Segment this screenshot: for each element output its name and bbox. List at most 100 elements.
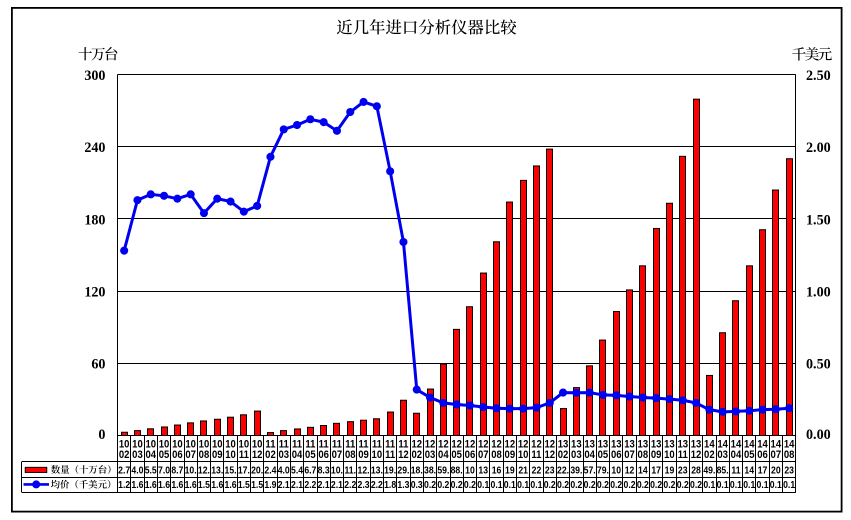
svg-text:1.00: 1.00: [806, 284, 831, 301]
svg-text:0.2: 0.2: [570, 479, 582, 491]
svg-text:0.1: 0.1: [783, 479, 795, 491]
svg-text:0.50: 0.50: [806, 356, 831, 373]
svg-text:13: 13: [598, 439, 609, 451]
svg-text:13: 13: [677, 439, 688, 451]
svg-text:10: 10: [212, 439, 223, 451]
svg-text:6.7: 6.7: [304, 465, 316, 477]
svg-text:03: 03: [717, 449, 728, 461]
svg-text:13.: 13.: [371, 465, 383, 477]
svg-text:14: 14: [731, 439, 742, 451]
svg-text:06: 06: [611, 449, 622, 461]
svg-text:0.1: 0.1: [703, 479, 715, 491]
svg-text:2.2: 2.2: [371, 479, 383, 491]
svg-text:14: 14: [638, 465, 648, 477]
svg-text:0.1: 0.1: [757, 479, 769, 491]
svg-text:11: 11: [292, 439, 302, 451]
svg-text:12: 12: [491, 439, 502, 451]
svg-text:0.2: 0.2: [677, 479, 689, 491]
svg-text:20: 20: [771, 465, 781, 477]
svg-text:12: 12: [691, 449, 702, 461]
svg-text:08: 08: [199, 449, 210, 461]
svg-text:05: 05: [598, 449, 609, 461]
svg-text:14: 14: [744, 439, 755, 451]
svg-text:08: 08: [784, 449, 795, 461]
svg-text:10: 10: [225, 449, 236, 461]
svg-text:08: 08: [491, 449, 502, 461]
svg-text:29.: 29.: [397, 465, 409, 477]
svg-text:4.0: 4.0: [278, 465, 290, 477]
svg-text:05: 05: [305, 449, 316, 461]
svg-text:11: 11: [531, 449, 541, 461]
svg-text:22: 22: [532, 465, 542, 477]
svg-text:12.: 12.: [198, 465, 210, 477]
svg-text:38.: 38.: [424, 465, 436, 477]
svg-text:1.6: 1.6: [131, 479, 143, 491]
svg-text:13: 13: [664, 439, 675, 451]
svg-text:11: 11: [678, 449, 688, 461]
svg-text:13: 13: [558, 439, 569, 451]
svg-text:09: 09: [358, 449, 369, 461]
svg-text:12: 12: [465, 439, 476, 451]
svg-text:1.5: 1.5: [251, 479, 263, 491]
svg-text:180: 180: [84, 212, 105, 229]
svg-text:23: 23: [784, 465, 794, 477]
svg-text:10: 10: [372, 449, 383, 461]
svg-text:10: 10: [225, 439, 236, 451]
svg-text:13.: 13.: [211, 465, 223, 477]
svg-text:39.: 39.: [570, 465, 582, 477]
svg-text:08: 08: [638, 449, 649, 461]
svg-text:12: 12: [544, 449, 555, 461]
svg-text:03: 03: [571, 449, 582, 461]
svg-text:12: 12: [544, 439, 555, 451]
svg-text:300: 300: [84, 67, 105, 84]
svg-text:12: 12: [505, 439, 516, 451]
svg-text:2.2: 2.2: [344, 479, 356, 491]
svg-text:0.1: 0.1: [743, 479, 755, 491]
svg-text:1.6: 1.6: [225, 479, 237, 491]
svg-text:04: 04: [292, 449, 303, 461]
svg-text:07: 07: [478, 449, 489, 461]
svg-text:11: 11: [359, 439, 369, 451]
svg-text:12: 12: [398, 449, 409, 461]
svg-text:0.1: 0.1: [477, 479, 489, 491]
svg-text:11: 11: [239, 449, 249, 461]
svg-text:06: 06: [465, 449, 476, 461]
svg-text:10: 10: [145, 439, 156, 451]
svg-text:11: 11: [731, 465, 740, 477]
svg-text:11: 11: [345, 439, 355, 451]
svg-text:4.0: 4.0: [131, 465, 143, 477]
svg-text:02: 02: [558, 449, 569, 461]
svg-text:06: 06: [318, 449, 329, 461]
svg-text:1.5: 1.5: [238, 479, 250, 491]
svg-text:18.: 18.: [411, 465, 423, 477]
svg-text:05: 05: [159, 449, 170, 461]
svg-text:1.6: 1.6: [158, 479, 170, 491]
svg-text:12: 12: [625, 465, 635, 477]
svg-text:2.1: 2.1: [278, 479, 290, 491]
svg-text:03: 03: [278, 449, 289, 461]
svg-text:07: 07: [185, 449, 196, 461]
svg-text:11: 11: [319, 439, 329, 451]
svg-text:13: 13: [624, 439, 635, 451]
svg-text:19.: 19.: [384, 465, 396, 477]
svg-text:10: 10: [172, 439, 183, 451]
svg-text:0.2: 0.2: [650, 479, 662, 491]
svg-text:09: 09: [651, 449, 662, 461]
svg-text:1.6: 1.6: [171, 479, 183, 491]
svg-text:13: 13: [651, 439, 662, 451]
svg-text:11.: 11.: [344, 465, 356, 477]
svg-text:57.: 57.: [584, 465, 596, 477]
svg-text:12: 12: [425, 439, 436, 451]
svg-text:11: 11: [265, 439, 275, 451]
svg-text:120: 120: [84, 284, 105, 301]
svg-text:06: 06: [757, 449, 768, 461]
svg-text:10: 10: [199, 439, 210, 451]
svg-text:2.1: 2.1: [331, 479, 343, 491]
svg-text:28: 28: [691, 465, 701, 477]
svg-text:0.2: 0.2: [663, 479, 675, 491]
svg-text:2.1: 2.1: [318, 479, 330, 491]
svg-text:17: 17: [758, 465, 768, 477]
svg-text:10: 10: [239, 439, 250, 451]
svg-text:0.1: 0.1: [530, 479, 542, 491]
svg-text:12: 12: [438, 439, 449, 451]
